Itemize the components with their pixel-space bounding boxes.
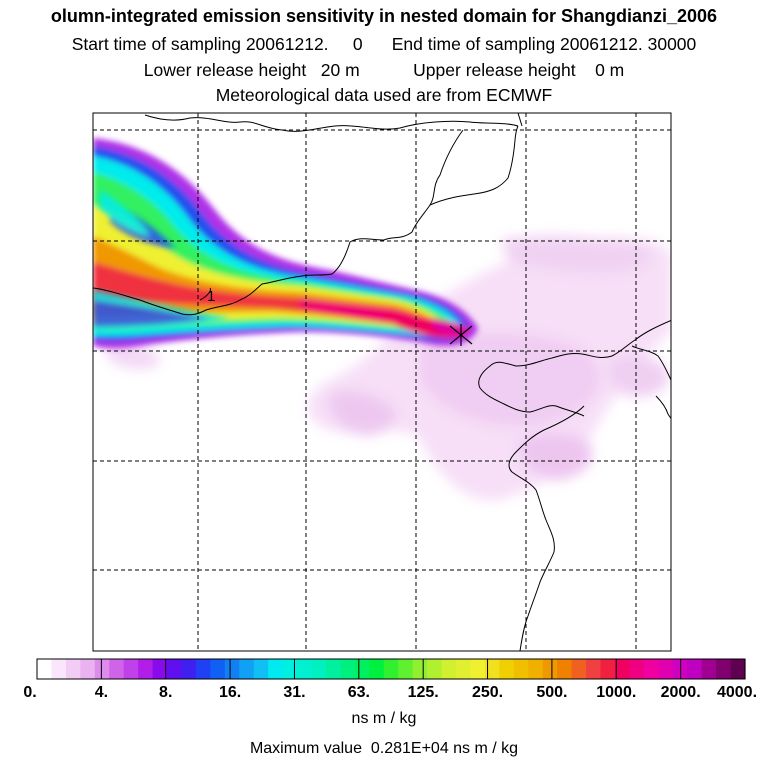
coastlines [93, 113, 671, 651]
colorbar-swatch [557, 659, 573, 679]
colorbar-swatch [484, 659, 500, 679]
colorbar-swatch [499, 659, 515, 679]
colorbar-swatch [94, 659, 110, 679]
colorbar-swatch [643, 659, 659, 679]
colorbar-swatch [253, 659, 269, 679]
colorbar-swatch [311, 659, 327, 679]
colorbar-swatch [138, 659, 154, 679]
map-gridlines [93, 113, 671, 651]
colorbar-swatch [528, 659, 544, 679]
colorbar-tick-label: 4. [94, 684, 109, 701]
colorbar-frame [36, 658, 746, 680]
colorbar-swatch [51, 659, 67, 679]
colorbar-swatch [167, 659, 183, 679]
sensitivity-field [93, 138, 671, 501]
colorbar-tick-label: 1000. [596, 684, 637, 701]
colorbar-tick-label: 2000. [660, 684, 701, 701]
colorbar-swatch [297, 659, 313, 679]
colorbar-swatch [354, 659, 370, 679]
colorbar-swatch [701, 659, 717, 679]
colorbar-swatch [398, 659, 414, 679]
colorbar-tick-label: 250. [471, 684, 504, 701]
colorbar-swatch [730, 659, 746, 679]
colorbar-swatch [470, 659, 486, 679]
colorbar-tick-label: 8. [159, 684, 173, 701]
colorbar-swatch [268, 659, 284, 679]
colorbar-swatch [325, 659, 342, 679]
colorbar-swatch [586, 659, 602, 679]
colorbar-swatch [456, 659, 472, 679]
maximum-value: Maximum value 0.281E+04 ns m / kg [249, 740, 519, 757]
colorbar-tick-label: 0. [23, 684, 37, 701]
colorbar-tick-label: 4000. [716, 684, 758, 701]
colorbar-swatch [658, 659, 674, 679]
colorbar-swatch [65, 659, 81, 679]
colorbar-swatch [152, 659, 168, 679]
colorbar-swatch [282, 659, 298, 679]
colorbar-swatch [37, 659, 53, 679]
release-marker-label: 1 [207, 288, 215, 305]
colorbar-swatch [600, 659, 616, 679]
map-frame [92, 112, 672, 652]
colorbar-swatch [210, 659, 226, 679]
colorbar-swatch [80, 659, 96, 679]
colorbar-swatch [181, 659, 197, 679]
colorbar-swatch [629, 659, 645, 679]
colorbar-swatch [614, 659, 631, 679]
colorbar-swatch [542, 659, 558, 679]
colorbar-tick-label: 500. [536, 684, 568, 701]
meteo-data-line: Meteorological data used are from ECMWF [215, 85, 553, 105]
sampling-time-line: Start time of sampling 20061212. 0 End t… [71, 34, 697, 54]
colorbar-swatch [427, 659, 443, 679]
colorbar-units: ns m / kg [351, 710, 417, 727]
colorbar-swatch [369, 659, 385, 679]
colorbar-swatch [109, 659, 125, 679]
colorbar-swatch [224, 659, 240, 679]
colorbar-swatch [513, 659, 529, 679]
colorbar-tick-label: 125. [407, 684, 439, 701]
colorbar-swatch [412, 659, 428, 679]
colorbar-swatch [571, 659, 587, 679]
colorbar-swatch [441, 659, 457, 679]
colorbar-tick-label: 63. [347, 684, 370, 701]
release-height-line: Lower release height 20 m Upper release … [143, 60, 625, 80]
colorbar-tick-label: 31. [283, 684, 306, 701]
colorbar-tick-label: 16. [218, 684, 242, 701]
colorbar-swatch [340, 659, 356, 679]
colorbar-swatch [123, 659, 139, 679]
colorbar-swatch [383, 659, 399, 679]
colorbar-swatch [195, 659, 211, 679]
colorbar [36, 658, 746, 680]
plot-title: olumn-integrated emission sensitivity in… [50, 6, 718, 26]
colorbar-swatch [687, 659, 703, 679]
colorbar-swatch [239, 659, 255, 679]
release-site-marker [449, 324, 473, 346]
colorbar-swatch [716, 659, 732, 679]
